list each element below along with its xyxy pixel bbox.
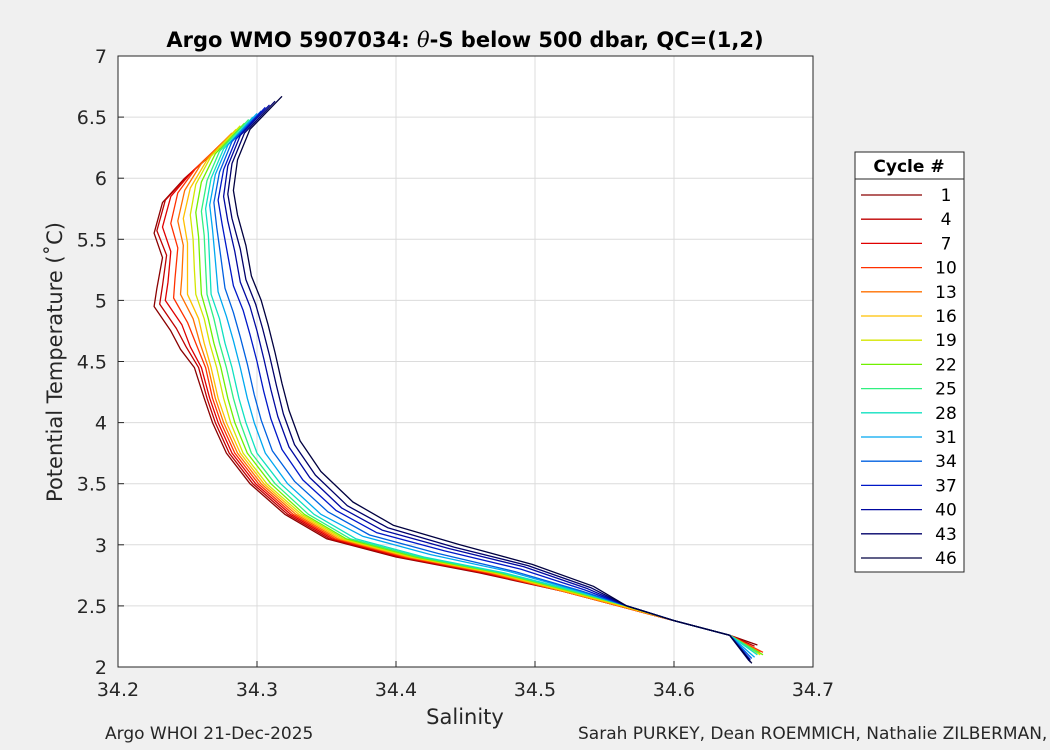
y-tick-label: 5.5 [77,229,107,251]
series-line-cycle-37 [217,106,751,661]
legend-label-34: 34 [935,452,957,472]
legend-label-28: 28 [935,404,957,424]
legend-label-10: 10 [935,259,957,279]
legend-label-19: 19 [935,331,957,351]
y-tick-label: 5 [95,290,107,312]
legend-label-25: 25 [935,380,957,400]
legend-label-43: 43 [935,525,957,545]
y-tick-label: 2 [95,657,107,679]
footer-right: Sarah PURKEY, Dean ROEMMICH, Nathalie ZI… [578,724,1050,744]
y-tick-label: 6 [95,168,107,190]
legend-label-31: 31 [935,428,957,448]
series-line-cycle-16 [182,128,758,653]
x-tick-label: 34.4 [375,679,417,701]
y-tick-label: 4 [95,413,107,435]
grid-lines [117,55,814,668]
legend-label-46: 46 [935,549,957,569]
chart-title: Argo WMO 5907034: θ-S below 500 dbar, QC… [166,28,763,52]
legend-label-40: 40 [935,501,957,521]
legend-label-1: 1 [941,186,952,206]
x-tick-label: 34.6 [653,679,695,701]
legend-label-37: 37 [935,476,957,496]
legend-label-13: 13 [935,283,957,303]
legend-label-22: 22 [935,355,957,375]
y-tick-label: 7 [95,46,107,68]
x-tick-label: 34.7 [792,679,834,701]
y-tick-label: 6.5 [77,107,107,129]
x-tick-label: 34.2 [97,679,139,701]
series-line-cycle-40 [222,104,750,662]
plot-frame [117,55,814,668]
x-tick-label: 34.5 [514,679,556,701]
y-tick-label: 2.5 [77,596,107,618]
x-tick-labels: 34.2 34.3 34.4 34.5 34.6 34.7 [97,679,834,701]
x-tick-label: 34.3 [236,679,278,701]
y-tick-label: 3.5 [77,474,107,496]
y-tick-label: 4.5 [77,352,107,374]
series-line-cycle-34 [213,110,753,659]
series-lines [153,95,764,664]
series-line-cycle-13 [177,132,761,653]
x-axis-label: Salinity [426,705,504,729]
y-tick-label: 3 [95,535,107,557]
legend-label-16: 16 [935,307,957,327]
y-axis-label: Potential Temperature (˚C) [43,222,67,502]
series-line-cycle-19 [189,125,761,656]
legend-title: Cycle # [873,157,944,177]
legend-label-4: 4 [941,210,952,230]
series-line-cycle-46 [232,95,753,664]
series-line-cycle-43 [227,100,751,663]
legend-box [854,151,965,573]
legend: Cycle # 1 4 7 10 13 16 19 22 25 28 31 34 37 40 43 46 [854,151,965,573]
legend-label-7: 7 [941,234,952,254]
footer-left: Argo WHOI 21-Dec-2025 [105,724,314,744]
y-tick-labels: 2 2.5 3 3.5 4 4.5 5 5.5 6 6.5 7 [77,46,107,679]
